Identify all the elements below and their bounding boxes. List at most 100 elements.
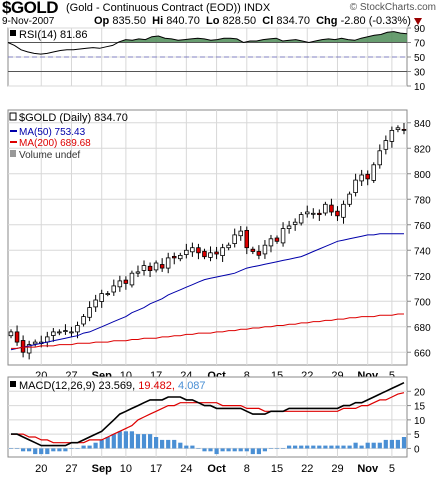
macd-histogram-bar [238, 448, 243, 452]
price-panel: 660 680 700 720 740 760 780 800 820 840 $GOLD (Dai… [7, 109, 431, 382]
candle-body [401, 128, 407, 131]
high-value: 840.70 [166, 15, 200, 27]
candle-body [147, 265, 153, 271]
macd-panel-ytick-label: 15 [414, 402, 426, 413]
candle-body [69, 331, 74, 334]
macd-xtick-label: Nov [357, 463, 379, 475]
price-panel-ytick-label: 740 [414, 246, 431, 257]
candle-body [26, 344, 32, 354]
macd-legend: MACD(12,26,9) 23.569, 19.482, 4.087 [19, 380, 206, 392]
candle-body [310, 212, 316, 215]
candle-body [377, 150, 382, 166]
candle-body [304, 211, 310, 215]
macd-panel-ytick-label: 10 [414, 416, 426, 427]
candle-body [286, 225, 292, 229]
candle-body [57, 331, 62, 334]
macd-histogram-bar [383, 439, 388, 449]
candle-body [45, 336, 50, 343]
rsi-overbought-fill [8, 31, 407, 43]
candle-body [190, 247, 195, 253]
macd-histogram-bar [389, 439, 394, 449]
macd-histogram-bar [232, 448, 237, 452]
macd-histogram-bar [39, 448, 44, 455]
candle-body [220, 247, 225, 256]
macd-legend-name: MACD(12,26,9) [19, 380, 98, 392]
macd-histogram-bar [196, 448, 201, 449]
low-value: 828.50 [222, 15, 257, 27]
candle-body [359, 174, 364, 182]
macd-xtick-label: Sep [92, 463, 112, 475]
macd-histogram-bar [202, 448, 207, 452]
rsi-legend: RSI(14) 81.86 [19, 29, 87, 41]
chart-header: $GOLD (Gold - Continuous Contract (EOD))… [0, 0, 439, 30]
macd-histogram-bar [323, 445, 328, 449]
candle-body [347, 193, 352, 205]
macd-histogram-bar [371, 442, 376, 449]
candle-body [232, 234, 237, 244]
candle-body [171, 255, 177, 259]
macd-histogram-bar [51, 448, 56, 452]
macd-histogram-bar [57, 448, 62, 452]
macd-histogram-bar [268, 448, 274, 449]
price-panel-ytick-label: 700 [414, 297, 431, 308]
candle-body [389, 129, 395, 142]
macd-panel-ytick-label: 20 [414, 387, 426, 398]
candle-body [111, 285, 117, 293]
change-label: Chg [316, 15, 338, 27]
candle-body [184, 249, 189, 256]
candle-body [51, 331, 56, 336]
candle-body [371, 164, 376, 181]
macd-histogram-bar [395, 439, 400, 449]
credit-text: © StockCharts.com [349, 2, 436, 13]
candle-body [63, 330, 68, 333]
high-label: Hi [152, 15, 164, 27]
candle-body [32, 341, 38, 345]
candle-body [8, 331, 14, 337]
candle-body [135, 271, 141, 274]
macd-histogram-bar [135, 434, 141, 449]
price-xtick-label: 5 [389, 370, 395, 382]
macd-histogram-bar [329, 445, 334, 449]
candle-body [123, 279, 129, 284]
ohlc-readout: Op 835.50 Hi 840.70 Lo 828.50 Cl 834.70 … [94, 15, 422, 27]
macd-histogram-bar [27, 448, 32, 452]
candle-body [153, 262, 159, 271]
macd-histogram-bar [184, 445, 189, 449]
candle-body [383, 140, 389, 150]
candle-body [244, 229, 249, 249]
price-panel-ytick-label: 820 [414, 144, 431, 155]
candle-body [238, 230, 243, 237]
candle-body [208, 252, 213, 258]
macd-histogram-bar [190, 445, 195, 449]
macd-histogram-bar [365, 442, 370, 449]
macd-histogram-bar [220, 448, 225, 452]
symbol-description: (Gold - Continuous Contract (EOD)) INDX [66, 2, 270, 14]
macd-histogram-bar [154, 437, 159, 449]
macd-histogram-bar [111, 434, 116, 449]
macd-xtick-label: 20 [35, 463, 47, 475]
macd-histogram-bar [75, 448, 80, 449]
macd-histogram-bar [141, 434, 147, 449]
macd-xtick-label: 5 [389, 463, 395, 475]
candle-body [262, 244, 268, 255]
volume-legend: Volume undef [19, 150, 80, 161]
candle-body [280, 228, 286, 244]
macd-histogram-bar [274, 448, 280, 449]
macd-histogram-bar [8, 448, 14, 449]
macd-histogram-bar [123, 431, 128, 449]
macd-histogram-bar [250, 448, 255, 455]
description-text: (Gold - Continuous Contract (EOD)) [66, 2, 241, 14]
candle-body [268, 238, 274, 247]
price-panel-ytick-label: 780 [414, 195, 431, 206]
candle-body [117, 280, 123, 288]
macd-histogram-bar [129, 431, 134, 449]
rsi-panel-ytick-label: 10 [414, 82, 426, 93]
candle-body [353, 179, 358, 194]
close-label: Cl [262, 15, 274, 27]
candle-body [105, 293, 111, 296]
candle-body [292, 221, 298, 225]
candle-body [177, 254, 183, 260]
candle-body [298, 214, 304, 224]
ma-line [11, 313, 404, 349]
ma-line [10, 233, 404, 351]
